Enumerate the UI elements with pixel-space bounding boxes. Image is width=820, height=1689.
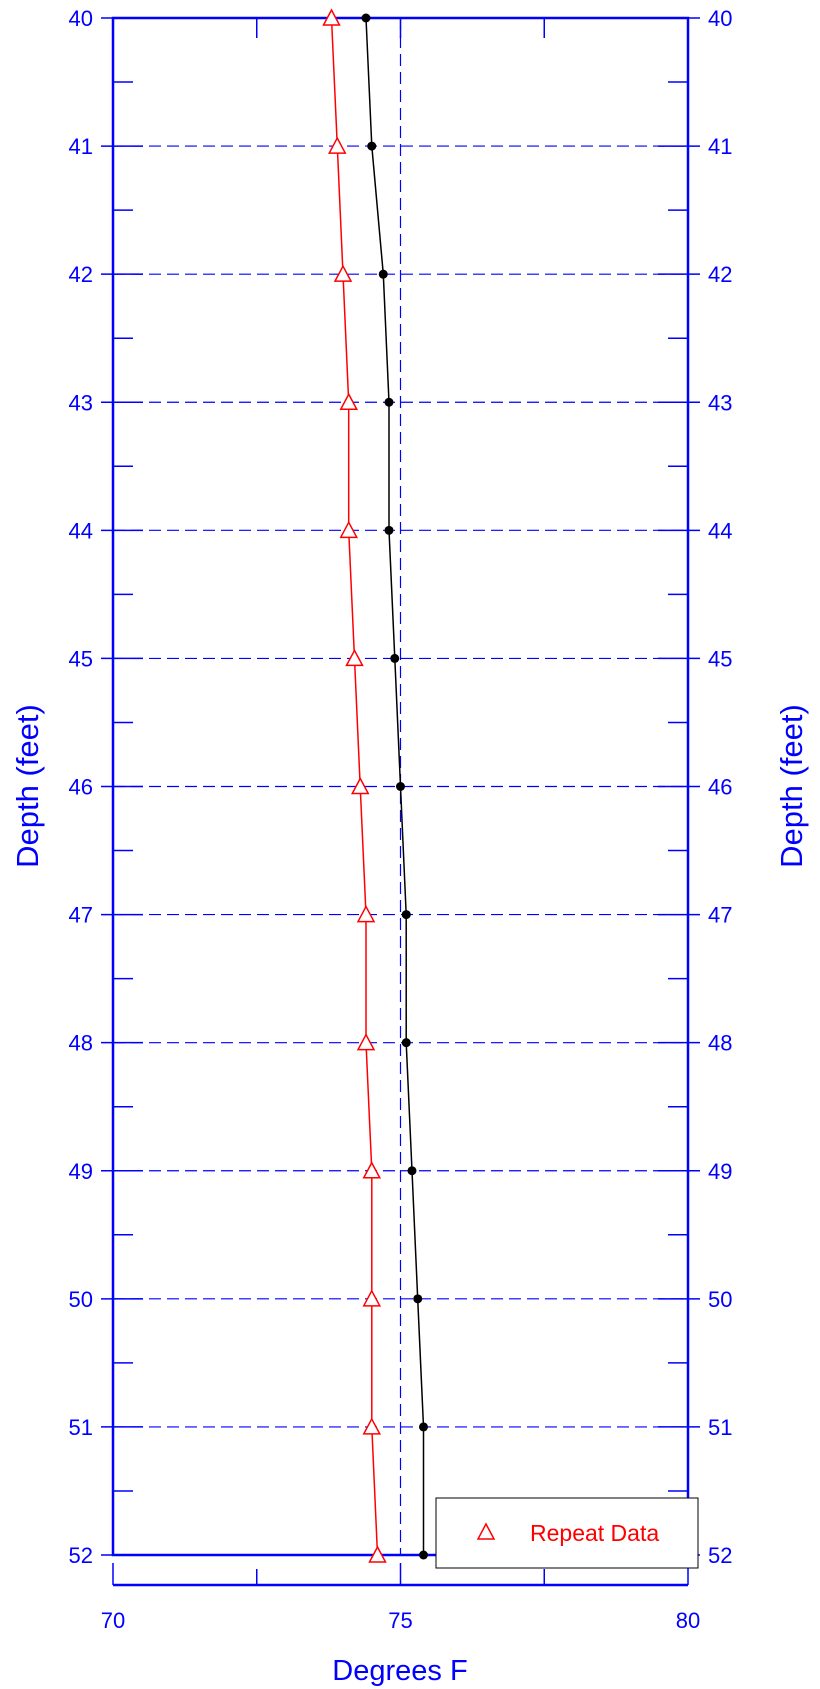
y-tick-label-right: 42 <box>708 262 732 287</box>
y-tick-label-right: 45 <box>708 646 732 671</box>
main-series-point <box>401 910 411 920</box>
main-series-point <box>384 525 394 535</box>
y-tick-label-left: 45 <box>69 646 93 671</box>
x-tick-label: 75 <box>388 1608 412 1633</box>
y-tick-label-left: 47 <box>69 903 93 928</box>
y-tick-label-left: 40 <box>69 6 93 31</box>
repeat-data-point <box>322 8 341 26</box>
y-tick-label-left: 50 <box>69 1287 93 1312</box>
main-series-point <box>384 397 394 407</box>
y-axis-label-right: Depth (feet) <box>774 704 809 868</box>
y-tick-label-left: 44 <box>69 518 93 543</box>
main-series-point <box>419 1550 428 1560</box>
repeat-data-point <box>351 776 370 795</box>
y-tick-label-left: 41 <box>69 134 93 159</box>
data-series <box>322 8 428 1563</box>
y-tick-label-right: 48 <box>708 1031 732 1056</box>
repeat-data-point <box>356 904 376 923</box>
repeat-data-point <box>339 392 358 410</box>
y-tick-label-right: 49 <box>708 1159 732 1184</box>
y-tick-label-right: 52 <box>708 1543 732 1568</box>
legend-label-repeat-data: Repeat Data <box>530 1520 659 1546</box>
y-tick-label-right: 47 <box>708 903 732 928</box>
legend-box <box>435 1497 699 1569</box>
repeat-data-point <box>368 1545 387 1563</box>
main-series-point <box>367 141 377 151</box>
y-tick-label-left: 43 <box>69 390 93 415</box>
y-tick-label-left: 52 <box>69 1543 93 1568</box>
y-tick-label-right: 41 <box>708 134 732 159</box>
legend-triangle-marker <box>476 1522 496 1540</box>
main-series-point <box>407 1166 417 1176</box>
main-series-point <box>401 1038 411 1048</box>
y-tick-label-right: 43 <box>708 390 732 415</box>
repeat-data-point <box>356 1033 376 1051</box>
y-tick-label-right: 46 <box>708 775 732 800</box>
y-tick-label-right: 51 <box>708 1415 732 1440</box>
y-tick-label-left: 48 <box>69 1031 93 1056</box>
x-tick-label: 70 <box>101 1608 125 1633</box>
y-tick-label-left: 49 <box>69 1159 93 1184</box>
grid-lines <box>113 18 688 1555</box>
y-tick-label-left: 51 <box>69 1415 93 1440</box>
repeat-data-point <box>345 648 364 667</box>
main-series-point <box>396 782 405 791</box>
tick-labels: 40 40 41 41 42 42 43 43 44 44 45 45 46 46 47 47 48 48 49 49… <box>69 6 733 1633</box>
repeat-data-point <box>362 1417 381 1435</box>
x-tick-label: 80 <box>676 1608 700 1633</box>
main-series-point <box>419 1422 428 1432</box>
y-tick-label-right: 40 <box>708 6 732 31</box>
y-tick-label-right: 44 <box>708 518 732 543</box>
repeat-data-point <box>333 264 353 282</box>
legend: Repeat Data <box>435 1497 699 1569</box>
repeat-data-point <box>362 1289 381 1307</box>
main-series-point <box>413 1294 423 1304</box>
y-tick-label-right: 50 <box>708 1287 732 1312</box>
y-tick-label-left: 46 <box>69 775 93 800</box>
y-axis-label-left: Depth (feet) <box>10 704 45 868</box>
main-series-point <box>361 13 371 23</box>
main-series-point <box>378 269 388 279</box>
repeat-data-point <box>328 136 347 154</box>
main-series-point <box>390 653 400 663</box>
repeat-data-point <box>339 520 358 539</box>
y-tick-label-left: 42 <box>69 262 93 287</box>
axis-ticks <box>101 17 700 1587</box>
x-axis-label: Degrees F <box>332 1655 467 1687</box>
repeat-data-point <box>362 1161 381 1179</box>
